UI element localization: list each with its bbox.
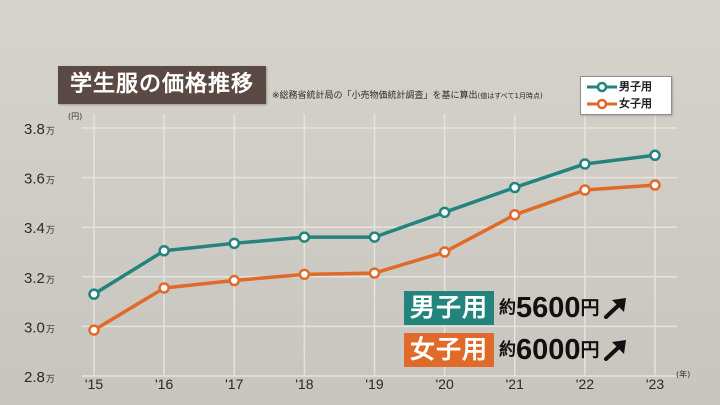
series-lines (88, 149, 661, 336)
x-tick-label: '19 (365, 376, 383, 392)
y-tick-suffix: 万 (46, 176, 55, 186)
x-tick-label: '16 (155, 376, 173, 392)
callout-girls-amount: 6000 (516, 334, 581, 366)
x-tick-label: '21 (506, 376, 524, 392)
y-tick-label: 3.2万 (24, 270, 55, 287)
data-point-boys (438, 206, 451, 219)
callout-boys-amount: 5600 (516, 292, 581, 324)
legend-item-boys: 男子用 (581, 79, 671, 95)
data-point-girls (579, 184, 591, 196)
y-tick-label: 3.8万 (24, 121, 55, 138)
callout-girls-yen: 円 (580, 339, 600, 361)
y-tick-label: 3.4万 (24, 220, 55, 237)
x-tick-label: '23 (646, 376, 664, 392)
x-tick-label: '22 (576, 376, 594, 392)
chart-title: 学生服の価格推移 (58, 66, 266, 104)
arrow-up-right-icon (603, 298, 626, 319)
data-point-boys (579, 158, 591, 170)
x-tick-label: '17 (225, 376, 243, 392)
data-point-girls (298, 268, 311, 281)
data-point-boys (228, 237, 240, 250)
data-point-girls (368, 267, 381, 279)
y-tick-suffix: 万 (46, 324, 55, 334)
x-tick-label: '20 (436, 376, 454, 392)
y-tick-suffix: 万 (46, 225, 55, 235)
data-point-girls (509, 209, 521, 221)
callout-girls-approx: 約 (499, 340, 517, 360)
source-note: ※総務省統計局の「小売物価統計調査」を基に算出(値はすべて1月時点) (272, 88, 543, 101)
source-note-sub: (値はすべて1月時点) (477, 92, 543, 100)
axis-labels: 2.8万 3.0万 3.2万 3.4万 3.6万 3.8万 '15 '16 '17 '18 '19 '… (24, 121, 664, 392)
data-point-girls (88, 324, 100, 336)
y-tick-suffix: 万 (46, 275, 55, 285)
y-tick-label: 3.6万 (24, 171, 55, 188)
callout-girls-badge: 女子用 (404, 333, 495, 367)
data-point-boys (368, 231, 381, 243)
callout-boys: 男子用 約5600円 (404, 291, 629, 325)
y-tick-suffix: 万 (46, 126, 55, 136)
x-tick-label: '15 (85, 376, 103, 392)
data-point-boys (88, 288, 100, 300)
legend-item-girls: 女子用 (581, 96, 671, 112)
x-unit-label: (年) (676, 370, 691, 379)
arrow-up-right-icon (603, 340, 626, 361)
legend-label-girls: 女子用 (619, 97, 652, 110)
legend-marker-girls (587, 98, 617, 110)
data-point-girls (649, 179, 661, 191)
y-tick-suffix: 万 (46, 374, 55, 384)
callout-boys-yen: 円 (580, 297, 600, 319)
data-point-boys (298, 231, 311, 243)
grid-lines (82, 114, 677, 377)
data-point-girls (228, 274, 240, 287)
callout-boys-approx: 約 (499, 298, 517, 318)
y-tick-label: 3.0万 (24, 319, 55, 336)
callout-girls: 女子用 約6000円 (404, 333, 629, 367)
source-note-main: ※総務省統計局の「小売物価統計調査」を基に算出 (272, 91, 478, 101)
data-point-girls (438, 246, 451, 258)
y-tick-label: 2.8万 (24, 369, 55, 386)
data-point-girls (158, 282, 170, 294)
data-point-boys (509, 181, 521, 194)
callout-boys-badge: 男子用 (404, 291, 495, 325)
legend-label-boys: 男子用 (619, 80, 652, 93)
y-unit-label: (円) (68, 112, 83, 121)
legend: 男子用 女子用 (580, 76, 672, 115)
x-tick-label: '18 (295, 376, 313, 392)
legend-marker-boys (587, 81, 617, 93)
data-point-boys (158, 245, 170, 257)
data-point-boys (649, 149, 661, 162)
